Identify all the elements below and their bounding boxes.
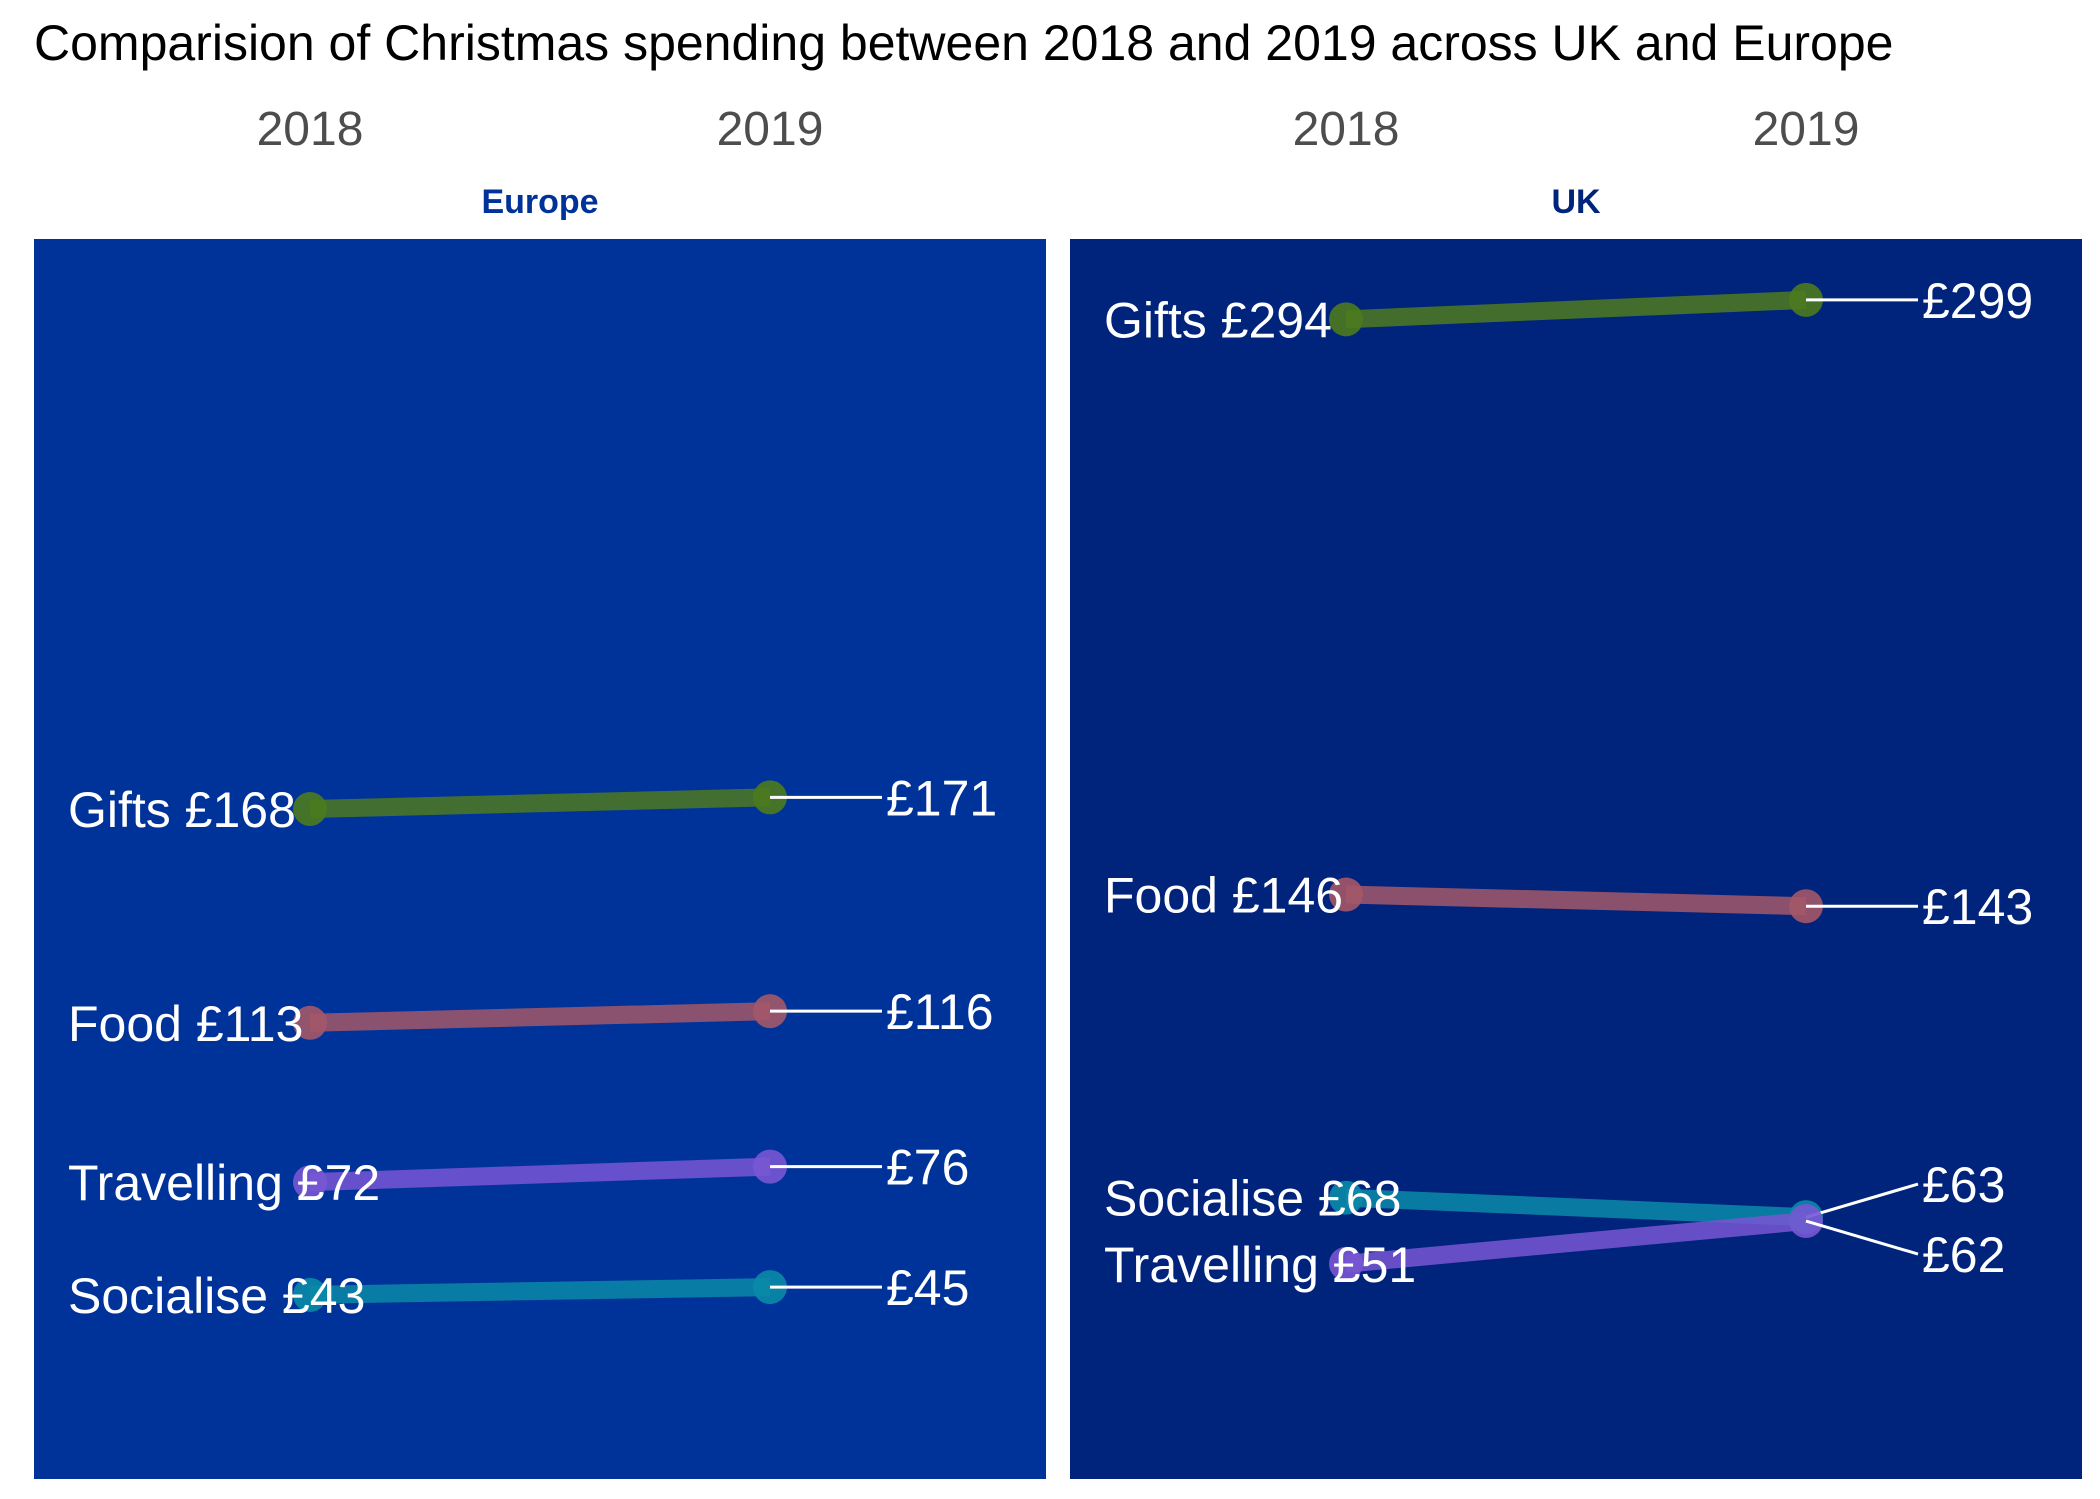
panel-europe-background bbox=[34, 239, 1046, 1479]
uk-gifts-label-2018: Gifts £294 bbox=[1104, 292, 1332, 348]
europe-gifts-line bbox=[309, 788, 771, 819]
uk-socialise-label-2019: £63 bbox=[1922, 1157, 2005, 1213]
uk-socialise-line bbox=[1345, 1188, 1807, 1227]
europe-gifts-label-2019: £171 bbox=[886, 770, 997, 826]
uk-socialise-connector bbox=[1805, 1182, 1919, 1219]
uk-gifts-label-2019: £299 bbox=[1922, 273, 2033, 329]
uk-socialise-point-2018 bbox=[1329, 1180, 1363, 1215]
uk-travelling-line bbox=[1345, 1212, 1807, 1273]
uk-gifts-point-2018 bbox=[1329, 302, 1363, 337]
uk-socialise-label-2018: Socialise £68 bbox=[1104, 1171, 1401, 1227]
panel-uk-strip-label: UK bbox=[1551, 183, 1601, 221]
panel-uk: 2018 2019 UK Gifts £294 £299 Food £146 £143… bbox=[1070, 103, 2082, 1479]
europe-food-label-2019: £116 bbox=[886, 984, 994, 1040]
uk-travelling-label-2018: Travelling £51 bbox=[1104, 1237, 1416, 1293]
panel-europe-x-tick-2019: 2019 bbox=[717, 103, 824, 156]
europe-gifts-point-2018 bbox=[293, 792, 327, 827]
uk-travelling-point-2018 bbox=[1329, 1246, 1363, 1281]
europe-travelling-line bbox=[309, 1157, 771, 1192]
panel-uk-x-tick-2019: 2019 bbox=[1753, 103, 1860, 156]
europe-food-point-2018 bbox=[293, 1005, 327, 1040]
panel-uk-background bbox=[1070, 239, 2082, 1479]
panel-uk-x-tick-2018: 2018 bbox=[1293, 103, 1400, 156]
europe-travelling-label-2018: Travelling £72 bbox=[68, 1155, 380, 1211]
chart-title: Comparision of Christmas spending betwee… bbox=[34, 15, 1893, 71]
panel-europe-strip-label: Europe bbox=[481, 183, 598, 221]
uk-travelling-label-2019: £62 bbox=[1922, 1227, 2005, 1283]
europe-socialise-point-2018 bbox=[293, 1277, 327, 1312]
europe-travelling-point-2018 bbox=[293, 1165, 327, 1200]
uk-food-label-2018: Food £146 bbox=[1104, 868, 1343, 924]
panel-uk-marks: Gifts £294 £299 Food £146 £143 Socialise £68… bbox=[1104, 273, 2033, 1293]
uk-travelling-connector bbox=[1805, 1219, 1919, 1256]
uk-gifts-line bbox=[1345, 290, 1807, 329]
europe-food-line bbox=[309, 1002, 771, 1032]
panel-europe: 2018 2019 Europe Gifts £168 £171 Food £113… bbox=[34, 103, 1046, 1479]
panel-europe-marks: Gifts £168 £171 Food £113 £116 Travelling £7… bbox=[68, 770, 997, 1323]
europe-socialise-label-2018: Socialise £43 bbox=[68, 1268, 365, 1324]
panel-europe-x-tick-2018: 2018 bbox=[257, 103, 364, 156]
europe-travelling-label-2019: £76 bbox=[886, 1140, 969, 1196]
uk-food-line bbox=[1345, 885, 1807, 916]
europe-socialise-line bbox=[309, 1278, 771, 1304]
europe-gifts-label-2018: Gifts £168 bbox=[68, 782, 296, 838]
europe-socialise-label-2019: £45 bbox=[886, 1260, 969, 1316]
uk-food-point-2018 bbox=[1329, 877, 1363, 912]
europe-food-label-2018: Food £113 bbox=[68, 996, 303, 1052]
uk-food-label-2019: £143 bbox=[1922, 879, 2033, 935]
